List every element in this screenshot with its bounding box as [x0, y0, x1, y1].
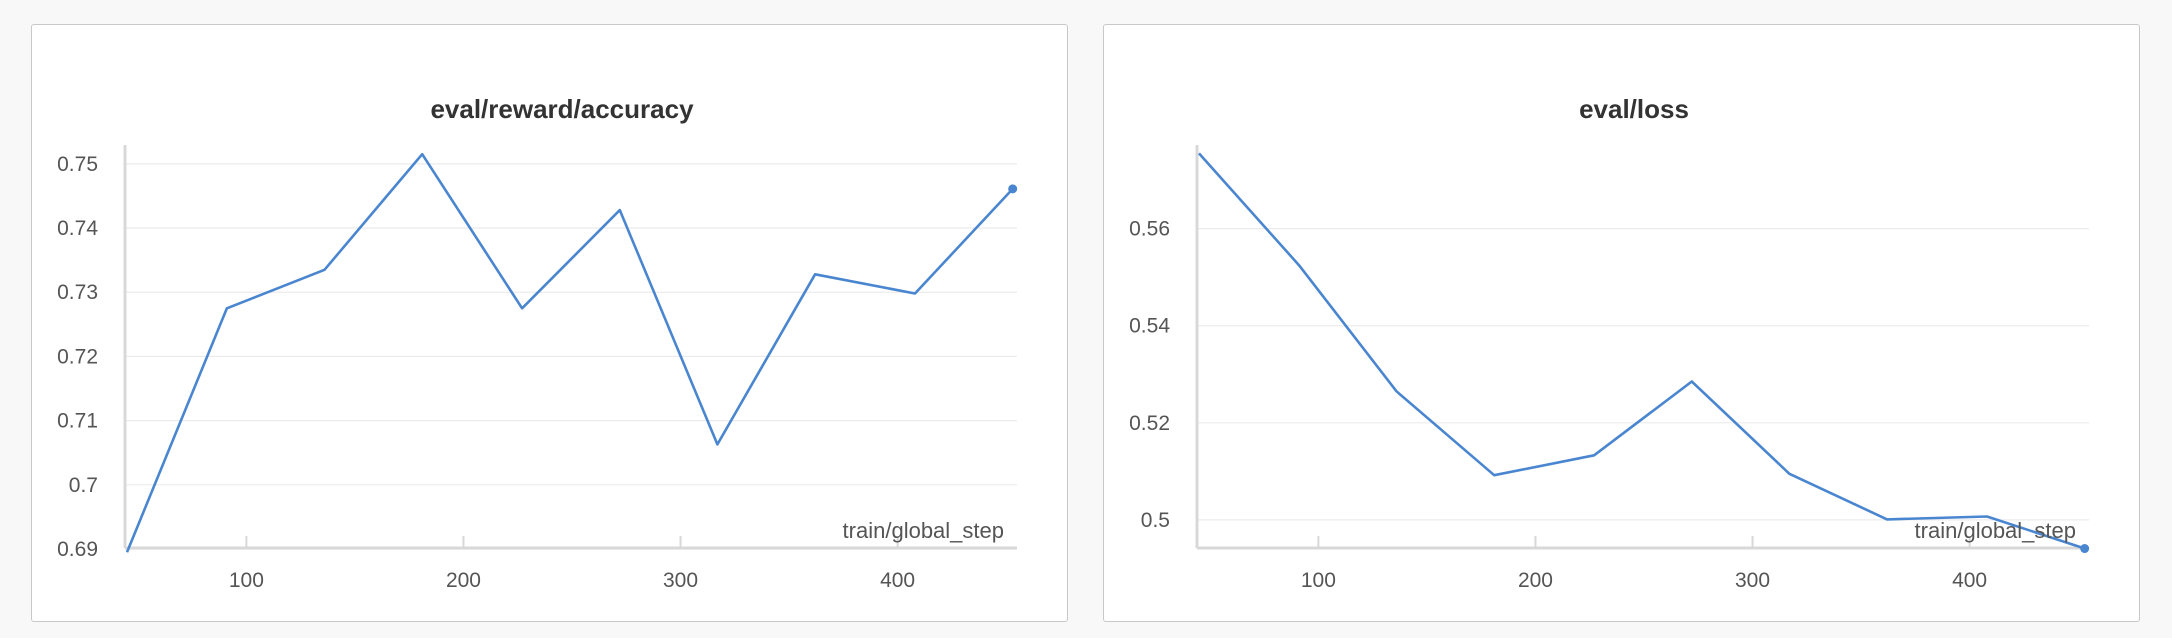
y-tick-label: 0.54 — [1129, 315, 1170, 338]
chart-panel-loss: eval/loss 0.5 0.52 0.54 0.56 100 200 300 400 trai… — [1103, 24, 2140, 622]
y-tick-label: 0.72 — [57, 345, 98, 368]
x-axis-label: train/global_step — [1915, 518, 2076, 543]
y-tick-label: 0.56 — [1129, 218, 1170, 241]
series-line — [127, 154, 1013, 552]
y-tick-label: 0.75 — [57, 153, 98, 176]
chart-panel-accuracy: eval/reward/accuracy 0.69 0.7 0.71 0.72 0.73 0… — [31, 24, 1068, 622]
chart-title: eval/loss — [1579, 94, 1689, 124]
x-tick-label: 100 — [1301, 569, 1336, 592]
accuracy-chart: eval/reward/accuracy 0.69 0.7 0.71 0.72 0.73 0… — [32, 25, 1067, 621]
chart-title: eval/reward/accuracy — [430, 94, 694, 124]
x-tick-label: 200 — [446, 569, 481, 592]
x-tick-label: 200 — [1518, 569, 1553, 592]
y-tick-label: 0.52 — [1129, 412, 1170, 435]
x-tick-label: 100 — [229, 569, 264, 592]
x-tick-label: 300 — [1735, 569, 1770, 592]
x-tick-label: 300 — [663, 569, 698, 592]
y-tick-label: 0.74 — [57, 217, 98, 240]
x-tick-label: 400 — [1952, 569, 1987, 592]
loss-chart: eval/loss 0.5 0.52 0.54 0.56 100 200 300 400 trai… — [1104, 25, 2139, 621]
y-tick-label: 0.5 — [1141, 509, 1170, 532]
x-tick-label: 400 — [880, 569, 915, 592]
y-tick-label: 0.69 — [57, 538, 98, 561]
last-point-marker — [1008, 184, 1017, 193]
last-point-marker — [2080, 544, 2089, 553]
y-tick-label: 0.71 — [57, 410, 98, 433]
series-line — [1199, 153, 2085, 548]
y-tick-label: 0.7 — [69, 474, 98, 497]
y-tick-label: 0.73 — [57, 281, 98, 304]
x-axis-label: train/global_step — [843, 518, 1004, 543]
